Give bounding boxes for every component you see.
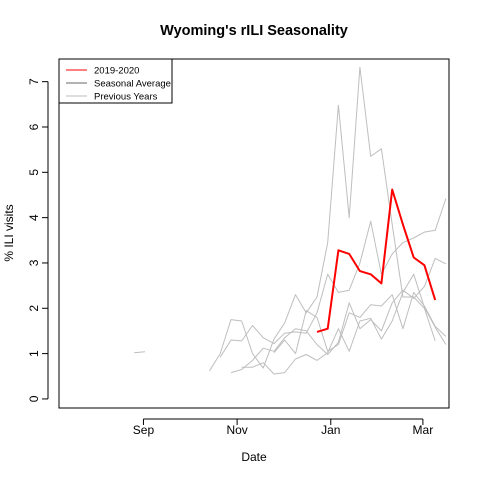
y-tick-label-3: 3 bbox=[27, 259, 41, 266]
x-tick-label-3: Mar bbox=[413, 423, 434, 437]
series-line-previous-year-4 bbox=[241, 273, 447, 375]
x-axis-label: Date bbox=[241, 450, 267, 464]
legend-label-2: Previous Years bbox=[94, 92, 158, 103]
series-line-previous-year-1 bbox=[209, 66, 436, 372]
y-tick-label-2: 2 bbox=[27, 305, 41, 312]
axes-layer: 0 1 2 3 4 5 6 7 Sep Nov Jan Mar bbox=[27, 78, 433, 437]
y-tick-label-5: 5 bbox=[27, 169, 41, 176]
y-tick-label-6: 6 bbox=[27, 123, 41, 130]
series-line-previous-year-5 bbox=[273, 291, 447, 355]
legend-label-1: Seasonal Average bbox=[94, 79, 171, 90]
series-line-previous-year-0 bbox=[134, 351, 146, 354]
y-tick-label-0: 0 bbox=[27, 395, 41, 402]
x-tick-label-2: Jan bbox=[321, 423, 340, 437]
chart-title: Wyoming's rILI Seasonality bbox=[160, 23, 348, 39]
y-axis-label: % ILI visits bbox=[2, 204, 16, 261]
series-layer bbox=[134, 66, 447, 375]
y-tick-label-4: 4 bbox=[27, 214, 41, 221]
legend: 2019-2020 Seasonal Average Previous Years bbox=[58, 58, 173, 104]
legend-label-0: 2019-2020 bbox=[94, 66, 139, 77]
plot-box bbox=[58, 58, 450, 409]
y-tick-label-1: 1 bbox=[27, 350, 41, 357]
x-tick-label-0: Sep bbox=[133, 423, 155, 437]
x-tick-label-1: Nov bbox=[226, 423, 247, 437]
series-line-current-season bbox=[316, 188, 437, 333]
y-tick-label-7: 7 bbox=[27, 78, 41, 85]
series-line-previous-year-3 bbox=[230, 257, 447, 374]
